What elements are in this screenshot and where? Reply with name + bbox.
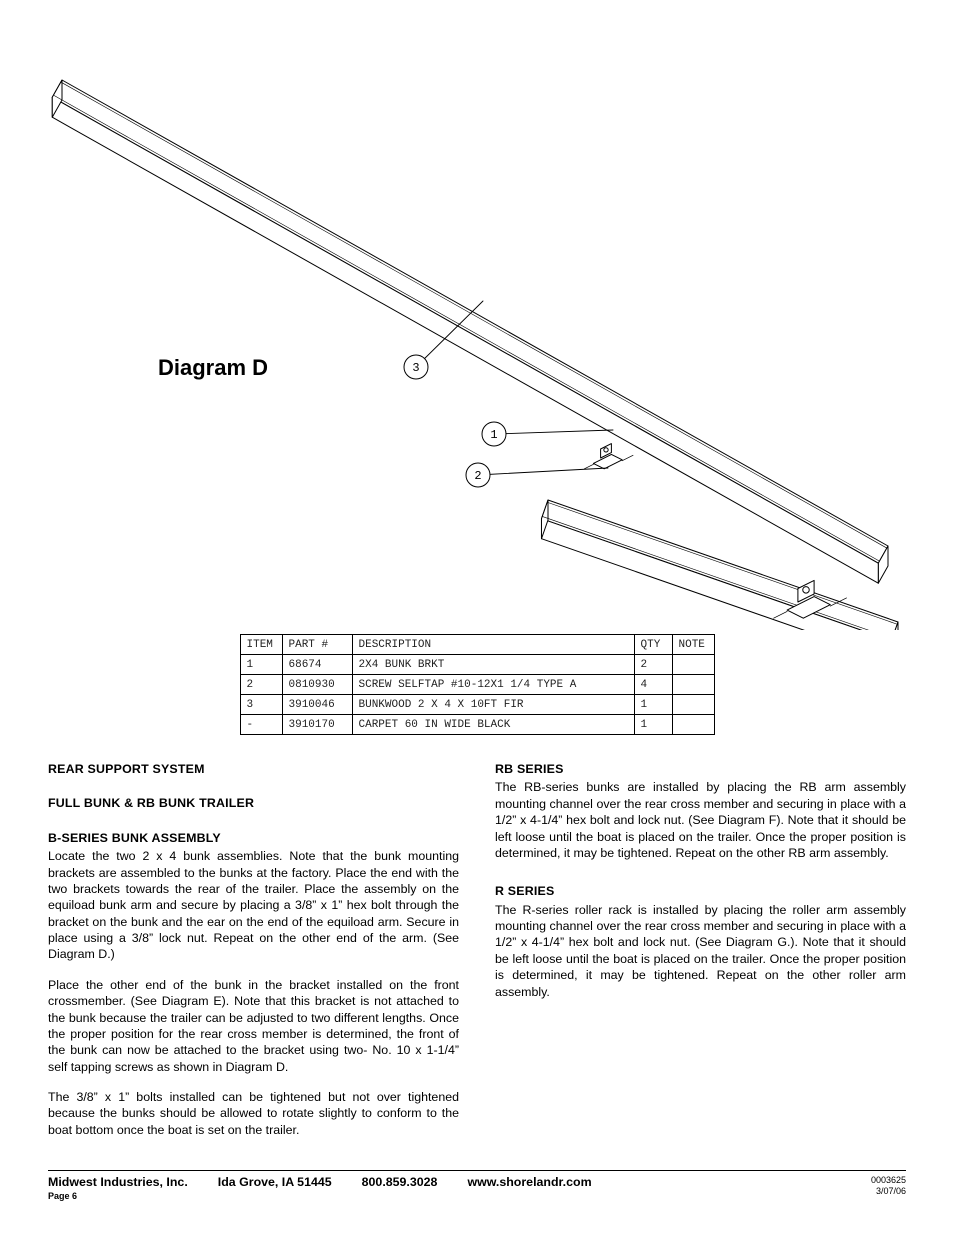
footer-company: Midwest Industries, Inc. — [48, 1175, 188, 1189]
parts-table: ITEM PART # DESCRIPTION QTY NOTE 1686742… — [240, 634, 715, 735]
heading-b-series: B-SERIES BUNK ASSEMBLY — [48, 830, 459, 846]
footer-phone: 800.859.3028 — [362, 1175, 438, 1189]
column-left: REAR SUPPORT SYSTEM FULL BUNK & RB BUNK … — [48, 761, 459, 1138]
table-cell: BUNKWOOD 2 X 4 X 10FT FIR — [352, 695, 634, 715]
table-cell — [672, 695, 714, 715]
table-cell: - — [240, 715, 282, 735]
para-left-2: Place the other end of the bunk in the b… — [48, 977, 459, 1075]
table-cell: 4 — [634, 675, 672, 695]
footer-date: 3/07/06 — [871, 1186, 906, 1197]
footer-row: Midwest Industries, Inc. Ida Grove, IA 5… — [48, 1175, 906, 1201]
table-cell — [672, 655, 714, 675]
heading-r-series: R SERIES — [495, 883, 906, 899]
th-note: NOTE — [672, 635, 714, 655]
page-footer: Midwest Industries, Inc. Ida Grove, IA 5… — [48, 1170, 906, 1201]
table-cell: 1 — [634, 715, 672, 735]
footer-right: 0003625 3/07/06 — [871, 1175, 906, 1198]
svg-text:1: 1 — [490, 428, 497, 442]
svg-text:2: 2 — [474, 469, 481, 483]
diagram-svg: 3 1 2 — [48, 50, 906, 630]
table-cell: SCREW SELFTAP #10-12X1 1/4 TYPE A — [352, 675, 634, 695]
para-right-2: The R-series roller rack is installed by… — [495, 902, 906, 1000]
parts-table-head: ITEM PART # DESCRIPTION QTY NOTE — [240, 635, 714, 655]
table-cell: 2 — [240, 675, 282, 695]
table-cell — [672, 715, 714, 735]
para-left-3: The 3/8” x 1” bolts installed can be tig… — [48, 1089, 459, 1138]
parts-header-row: ITEM PART # DESCRIPTION QTY NOTE — [240, 635, 714, 655]
table-cell: 1 — [634, 695, 672, 715]
table-row: -3910170CARPET 60 IN WIDE BLACK1 — [240, 715, 714, 735]
table-cell — [672, 675, 714, 695]
footer-city: Ida Grove, IA 51445 — [218, 1175, 332, 1189]
table-cell: 1 — [240, 655, 282, 675]
table-row: 20810930SCREW SELFTAP #10-12X1 1/4 TYPE … — [240, 675, 714, 695]
footer-url: www.shorelandr.com — [467, 1175, 591, 1189]
page: Diagram D 312 ITEM PART # DESCRIPTION QT… — [0, 0, 954, 1235]
table-row: 1686742X4 BUNK BRKT2 — [240, 655, 714, 675]
table-cell: CARPET 60 IN WIDE BLACK — [352, 715, 634, 735]
footer-rule — [48, 1170, 906, 1171]
column-right: RB SERIES The RB-series bunks are instal… — [495, 761, 906, 1138]
table-cell: 2X4 BUNK BRKT — [352, 655, 634, 675]
svg-text:3: 3 — [412, 361, 419, 375]
table-cell: 2 — [634, 655, 672, 675]
footer-left: Midwest Industries, Inc. Ida Grove, IA 5… — [48, 1175, 592, 1201]
th-desc: DESCRIPTION — [352, 635, 634, 655]
table-cell: 3910170 — [282, 715, 352, 735]
heading-full-bunk: FULL BUNK & RB BUNK TRAILER — [48, 795, 459, 811]
diagram-svg-wrap: 3 1 2 — [48, 50, 906, 630]
table-row: 33910046BUNKWOOD 2 X 4 X 10FT FIR1 — [240, 695, 714, 715]
footer-docnum: 0003625 — [871, 1175, 906, 1186]
th-qty: QTY — [634, 635, 672, 655]
table-cell: 3 — [240, 695, 282, 715]
parts-table-body: 1686742X4 BUNK BRKT220810930SCREW SELFTA… — [240, 655, 714, 735]
para-left-1: Locate the two 2 x 4 bunk assemblies. No… — [48, 848, 459, 963]
heading-rb-series: RB SERIES — [495, 761, 906, 777]
th-part: PART # — [282, 635, 352, 655]
diagram-d: Diagram D 312 — [48, 50, 906, 630]
body-columns: REAR SUPPORT SYSTEM FULL BUNK & RB BUNK … — [48, 761, 906, 1138]
parts-table-wrap: ITEM PART # DESCRIPTION QTY NOTE 1686742… — [240, 634, 715, 735]
para-right-1: The RB-series bunks are installed by pla… — [495, 779, 906, 861]
heading-rear-support: REAR SUPPORT SYSTEM — [48, 761, 459, 777]
table-cell: 3910046 — [282, 695, 352, 715]
table-cell: 0810930 — [282, 675, 352, 695]
th-item: ITEM — [240, 635, 282, 655]
footer-page-label: Page 6 — [48, 1191, 592, 1201]
table-cell: 68674 — [282, 655, 352, 675]
